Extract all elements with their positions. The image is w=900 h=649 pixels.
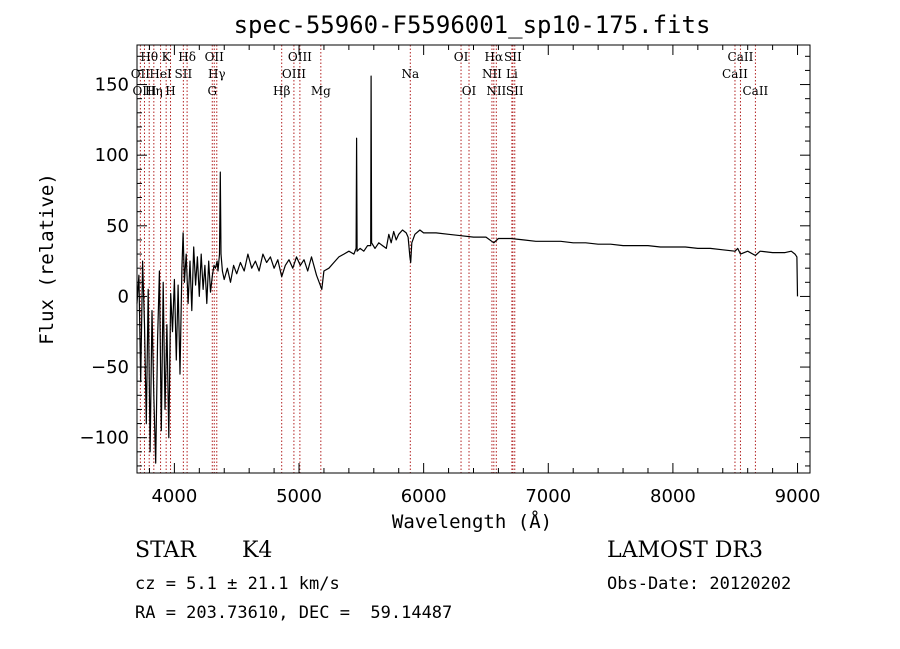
line-label-oii: OII <box>131 67 151 81</box>
line-label-oiii: OIII <box>132 84 156 98</box>
line-label-sii: SII <box>506 84 524 98</box>
x-tick-label: 8000 <box>650 486 696 507</box>
obs-date: Obs-Date: 20120202 <box>607 574 792 594</box>
y-tick-label: 0 <box>118 286 129 307</box>
survey-name: LAMOST DR3 <box>607 538 763 563</box>
line-label-oiii: OIII <box>288 50 312 64</box>
x-axis-label: Wavelength (Å) <box>392 510 552 533</box>
y-tick-label: −100 <box>80 428 129 449</box>
line-label-k: K <box>162 50 172 64</box>
x-tick-label: 9000 <box>775 486 821 507</box>
line-label-hγ: Hγ <box>208 67 226 81</box>
line-label-h: H <box>165 84 175 98</box>
line-label-mg: Mg <box>311 84 331 98</box>
chart-title: spec-55960-F5596001_sp10-175.fits <box>234 11 711 39</box>
redshift-cz: cz = 5.1 ± 21.1 km/s <box>135 574 340 594</box>
object-subclass: K4 <box>242 538 273 563</box>
line-label-hα: Hα <box>485 50 504 64</box>
line-label-oiii: OIII <box>282 67 306 81</box>
line-label-nii: NII <box>486 84 506 98</box>
plot-frame <box>136 44 811 474</box>
line-label-caii: CaII <box>742 84 768 98</box>
y-tick-label: 100 <box>95 145 129 166</box>
line-label-oii: OII <box>205 50 225 64</box>
line-label-oi: OI <box>454 50 469 64</box>
x-tick-label: 5000 <box>276 486 322 507</box>
x-tick-label: 7000 <box>525 486 571 507</box>
line-label-oi: OI <box>462 84 477 98</box>
y-axis: −100 −50 0 50 100 150 <box>80 55 810 467</box>
object-class: STAR <box>135 538 196 563</box>
line-label-na: Na <box>401 67 419 81</box>
line-label-hei: HeI <box>149 67 172 81</box>
x-tick-label: 6000 <box>401 486 447 507</box>
x-tick-label: 4000 <box>151 486 197 507</box>
line-label-sii: SII <box>175 67 193 81</box>
line-label-hδ: Hδ <box>178 50 196 64</box>
line-label-caii: CaII <box>728 50 754 64</box>
spectrum-line <box>136 75 799 464</box>
line-label-g: G <box>207 84 217 98</box>
line-label-nii: NII <box>482 67 502 81</box>
line-label-caii: CaII <box>722 67 748 81</box>
y-axis-label: Flux (relative) <box>36 173 58 345</box>
line-label-hθ: Hθ <box>140 50 158 64</box>
line-label-li: Li <box>506 67 518 81</box>
line-label-sii: SII <box>504 50 522 64</box>
y-tick-label: 50 <box>106 216 129 237</box>
y-tick-label: 150 <box>95 75 129 96</box>
line-markers <box>139 45 756 473</box>
y-tick-label: −50 <box>91 357 129 378</box>
x-axis: 4000 5000 6000 7000 8000 9000 <box>148 45 821 507</box>
coordinates: RA = 203.73610, DEC = 59.14487 <box>135 603 453 623</box>
line-label-hβ: Hβ <box>273 84 290 98</box>
line-label-hη: Hη <box>145 84 163 98</box>
